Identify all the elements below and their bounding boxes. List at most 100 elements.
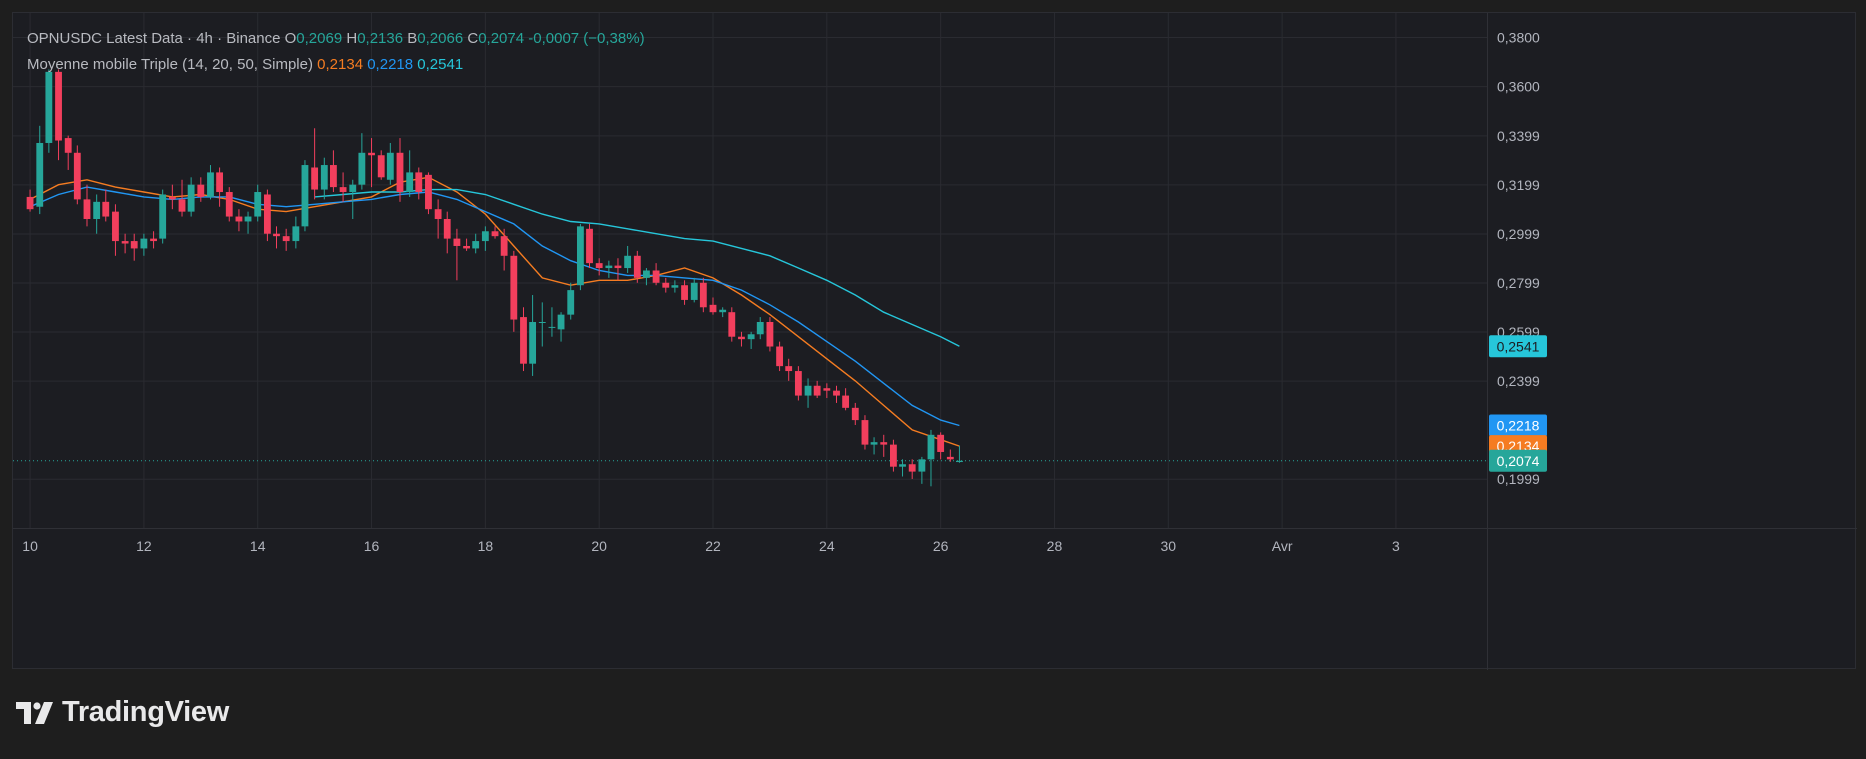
candle-body bbox=[690, 282, 698, 300]
candle-up bbox=[472, 233, 480, 254]
candle-body bbox=[699, 282, 707, 308]
candle-body bbox=[472, 241, 480, 249]
candle-body bbox=[633, 255, 641, 278]
candle-down bbox=[73, 145, 81, 205]
candle-down bbox=[463, 238, 470, 251]
candle-body bbox=[823, 388, 831, 391]
candle-body bbox=[168, 196, 176, 200]
candle-down bbox=[64, 135, 72, 170]
candle-body bbox=[339, 187, 347, 193]
candle-body bbox=[329, 165, 337, 188]
candle-up bbox=[93, 194, 101, 234]
x-tick-label: 12 bbox=[136, 538, 152, 554]
candle-up bbox=[386, 142, 394, 185]
candle-down bbox=[216, 167, 224, 207]
candle-down bbox=[263, 189, 271, 242]
candle-body bbox=[463, 245, 470, 249]
candle-body bbox=[197, 184, 205, 197]
candle-body bbox=[833, 390, 840, 396]
candle-body bbox=[738, 336, 745, 340]
candle-body bbox=[776, 346, 784, 367]
candle-body bbox=[946, 456, 954, 460]
candle-up bbox=[870, 437, 878, 455]
low-label: B bbox=[407, 30, 418, 47]
candle-body bbox=[557, 314, 565, 330]
ma-line-ma20 bbox=[29, 186, 960, 427]
low-value: 0,2066 bbox=[417, 30, 464, 47]
candle-down bbox=[823, 383, 831, 399]
candle-body bbox=[595, 263, 603, 269]
candle-down bbox=[766, 317, 774, 352]
candle-body bbox=[45, 71, 53, 143]
ma14-value: 0,2134 bbox=[317, 56, 364, 73]
price-label-0-2541: 0,2541 bbox=[1489, 335, 1547, 358]
candle-body bbox=[443, 219, 451, 239]
candle-body bbox=[377, 155, 385, 178]
candle-body bbox=[890, 444, 897, 467]
price-label-text: 0,2541 bbox=[1497, 338, 1540, 354]
candle-down bbox=[776, 341, 784, 372]
candle-up bbox=[529, 295, 537, 376]
candle-down bbox=[329, 150, 337, 193]
indicator-name[interactable]: Moyenne mobile Triple (14, 20, 50, Simpl… bbox=[27, 56, 313, 73]
candle-body bbox=[159, 194, 167, 239]
candle-body bbox=[520, 317, 527, 364]
x-tick-label: 26 bbox=[933, 538, 949, 554]
open-value: 0,2069 bbox=[296, 30, 343, 47]
tradingview-logo[interactable]: TradingView bbox=[16, 696, 229, 729]
candle-body bbox=[36, 142, 44, 207]
candle-down bbox=[813, 380, 821, 399]
candle-body bbox=[614, 265, 622, 269]
x-tick-label: 22 bbox=[705, 538, 721, 554]
candle-body bbox=[813, 385, 821, 396]
candle-up bbox=[956, 445, 963, 463]
candle-body bbox=[396, 152, 404, 193]
candle-body bbox=[785, 366, 793, 372]
candle-up bbox=[671, 280, 679, 293]
candle-down bbox=[26, 189, 34, 212]
candle-body bbox=[358, 152, 366, 185]
symbol-info: OPNUSDC Latest Data · 4h · Binance bbox=[27, 30, 281, 47]
y-tick-label: 0,1999 bbox=[1497, 471, 1540, 487]
candle-body bbox=[216, 172, 224, 193]
candlestick-chart[interactable]: 0,3800 0,3600 0,3399 0,3199 0,2999 0,2799 0,25… bbox=[13, 13, 1857, 670]
candle-up bbox=[643, 268, 650, 286]
candle-body bbox=[406, 172, 414, 193]
candle-up bbox=[358, 133, 366, 190]
candle-body bbox=[273, 233, 280, 237]
candle-down bbox=[55, 69, 62, 161]
candle-body bbox=[548, 326, 556, 328]
candle-up bbox=[140, 233, 148, 256]
candle-body bbox=[908, 464, 916, 472]
candle-body bbox=[311, 167, 319, 190]
candle-body bbox=[386, 152, 394, 180]
candle-down bbox=[633, 250, 641, 283]
candle-body bbox=[225, 192, 233, 217]
indicator-line: Moyenne mobile Triple (14, 20, 50, Simpl… bbox=[27, 52, 645, 78]
candle-body bbox=[624, 255, 632, 269]
candle-body bbox=[709, 304, 717, 313]
y-tick-label: 0,3199 bbox=[1497, 177, 1540, 193]
candle-down bbox=[225, 187, 233, 222]
candle-body bbox=[937, 434, 945, 452]
candle-down bbox=[890, 439, 897, 472]
x-tick-label: 16 bbox=[364, 538, 380, 554]
x-tick-label: 3 bbox=[1392, 538, 1400, 554]
close-value: 0,2074 bbox=[478, 30, 525, 47]
price-label-bg bbox=[1489, 335, 1547, 358]
candle-down bbox=[112, 204, 119, 256]
candle-down bbox=[794, 366, 802, 401]
candle-body bbox=[851, 407, 859, 421]
candle-body bbox=[880, 442, 888, 445]
candle-down bbox=[178, 179, 186, 217]
x-tick-label: 30 bbox=[1161, 538, 1177, 554]
candle-up bbox=[548, 307, 556, 337]
chart-panel[interactable]: 0,3800 0,3600 0,3399 0,3199 0,2999 0,2799 0,25… bbox=[12, 12, 1857, 670]
candle-down bbox=[880, 434, 888, 457]
candle-body bbox=[282, 236, 290, 242]
candle-down bbox=[443, 211, 451, 254]
candle-down bbox=[595, 258, 603, 276]
candle-up bbox=[927, 429, 935, 487]
y-tick-label: 0,2399 bbox=[1497, 373, 1540, 389]
candle-down bbox=[150, 231, 157, 249]
